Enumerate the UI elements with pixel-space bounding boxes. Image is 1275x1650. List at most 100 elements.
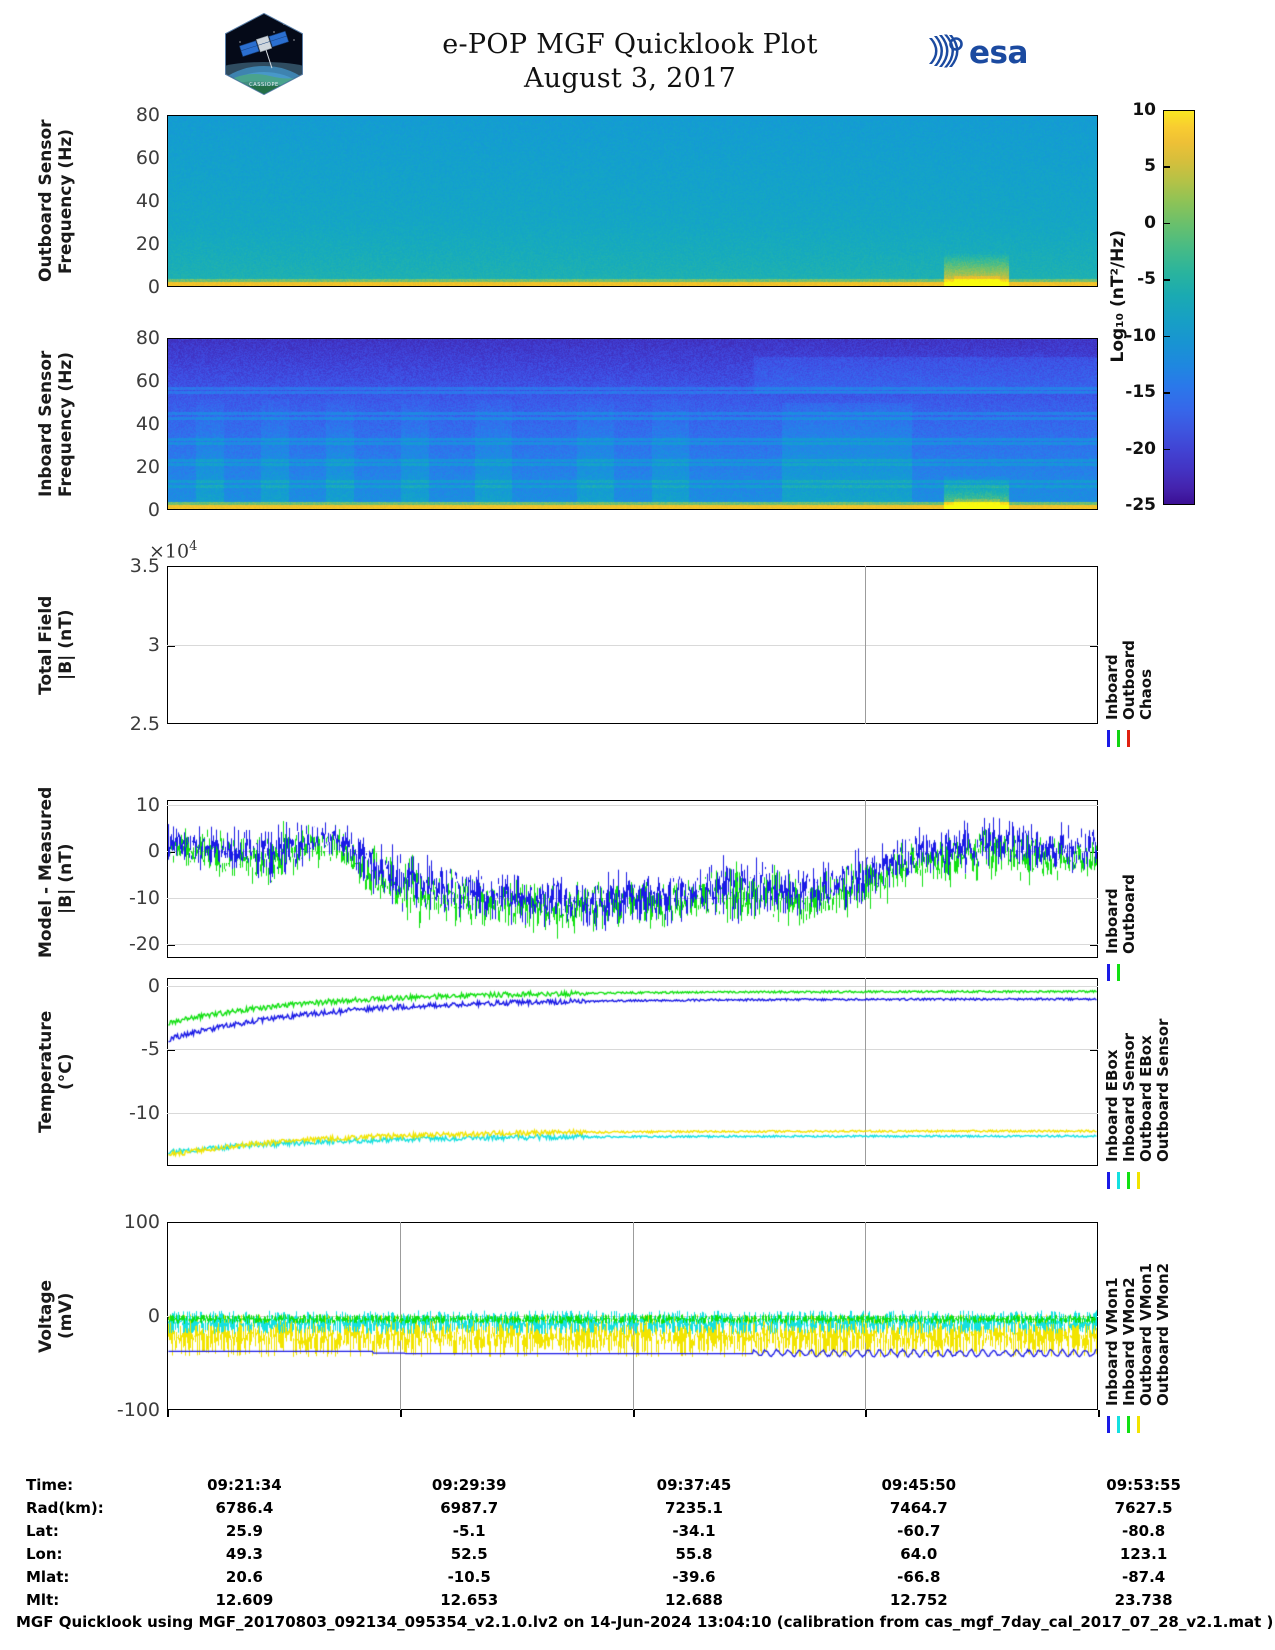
- page-title: e-POP MGF Quicklook Plot: [442, 29, 818, 60]
- x-tick-mark: [865, 1410, 867, 1417]
- y-tick-label-total-field: 2.5: [129, 713, 160, 735]
- colorbar-tick-label: 0: [1144, 212, 1156, 233]
- ephemeris-value: -34.1: [672, 1522, 716, 1540]
- ephemeris-row-label: Rad(km):: [26, 1499, 104, 1517]
- colorbar-tick-label: 10: [1132, 100, 1156, 120]
- y-tick-label-inboard-spectrogram: 40: [135, 413, 160, 435]
- legend-swatch: [1137, 1416, 1140, 1433]
- y-tick-label-voltage: -100: [116, 1399, 160, 1421]
- colorbar-tick-label: 5: [1144, 156, 1156, 177]
- legend-swatch: [1137, 1172, 1140, 1189]
- legend-swatch: [1117, 1172, 1120, 1189]
- y-tick-label-model-minus-measured: 0: [147, 840, 160, 863]
- ephemeris-value: -80.8: [1121, 1522, 1166, 1540]
- ephemeris-value: 20.6: [225, 1568, 263, 1586]
- footer-note: MGF Quicklook using MGF_20170803_092134_…: [16, 1613, 1274, 1631]
- ephemeris-value: 7464.7: [889, 1499, 948, 1517]
- colorbar-gradient: [1163, 110, 1195, 505]
- legend-swatch: [1117, 964, 1120, 981]
- y-tick-label-total-field: 3: [147, 634, 160, 656]
- legend-swatch: [1107, 964, 1110, 981]
- title-block: e-POP MGF Quicklook Plot August 3, 2017: [330, 28, 930, 96]
- legend-voltage: Inboard VMon1 Inboard VMon2 Outboard VMo…: [1103, 1262, 1172, 1406]
- ephemeris-value: 09:29:39: [431, 1476, 507, 1494]
- legend-temperature: Inboard EBox Inboard Sensor Outboard EBo…: [1103, 1018, 1172, 1162]
- ephemeris-value: 49.3: [225, 1545, 263, 1563]
- ephemeris-value: 7235.1: [665, 1499, 723, 1517]
- y-tick-label-outboard-spectrogram: 20: [135, 233, 160, 255]
- legend-swatch: [1127, 730, 1130, 747]
- legend-swatch: [1107, 1172, 1110, 1189]
- y-tick-label-temperature: -10: [128, 1101, 160, 1124]
- y-tick-label-inboard-spectrogram: 0: [147, 499, 160, 521]
- y-tick-label-voltage: 0: [147, 1305, 160, 1327]
- colorbar-tick-label: -10: [1125, 325, 1156, 346]
- ephemeris-value: 25.9: [225, 1522, 263, 1540]
- ephemeris-value: 123.1: [1119, 1545, 1168, 1563]
- ephemeris-value: 09:45:50: [881, 1476, 957, 1494]
- cassiope-mission-patch-icon: CASSIOPE: [225, 12, 303, 96]
- y-tick-label-outboard-spectrogram: 0: [147, 276, 160, 298]
- colorbar-tick-mark: [1163, 335, 1170, 338]
- y-tick-label-temperature: -5: [141, 1038, 160, 1061]
- ephemeris-value: -66.8: [897, 1568, 941, 1586]
- x-tick-mark: [633, 1410, 635, 1417]
- colorbar-tick-label: -20: [1125, 438, 1156, 459]
- plot-canvas-temperature: [168, 979, 1097, 1165]
- y-tick-label-inboard-spectrogram: 20: [135, 456, 160, 478]
- legend-total-field: Inboard Outboard Chaos: [1103, 640, 1155, 720]
- y-tick-label-outboard-spectrogram: 40: [135, 190, 160, 212]
- ephemeris-row-label: Lat:: [26, 1522, 59, 1540]
- table-row: Lon: 49.3 52.5 55.8 64.0 123.1: [26, 1543, 1256, 1566]
- ephemeris-value: 23.738: [1114, 1591, 1173, 1609]
- ephemeris-row-label: Lon:: [26, 1545, 63, 1563]
- ephemeris-value: 6786.4: [215, 1499, 274, 1517]
- legend-swatch: [1107, 1416, 1110, 1433]
- y-axis-label-inboard-spectrogram: Inboard Sensor Frequency (Hz): [36, 350, 76, 498]
- ephemeris-grid: Time: 09:21:34 09:29:39 09:37:45 09:45:50 09:…: [26, 1474, 1256, 1612]
- plot-canvas-inboard-spectrogram: [168, 339, 1097, 509]
- y-tick-label-model-minus-measured: -10: [128, 886, 160, 909]
- y-tick-label-inboard-spectrogram: 60: [135, 370, 160, 392]
- y-tick-label-voltage: 100: [123, 1211, 160, 1233]
- ephemeris-value: 12.688: [665, 1591, 723, 1609]
- y-tick-label-model-minus-measured: -20: [128, 933, 160, 956]
- colorbar-tick-mark: [1163, 448, 1170, 451]
- y-axis-label-voltage: Voltage (mV): [36, 1279, 76, 1353]
- ephemeris-row-label: Mlt:: [26, 1591, 60, 1609]
- ephemeris-table: Time: 09:21:34 09:29:39 09:37:45 09:45:50 09:…: [26, 1474, 1256, 1612]
- ephemeris-value: -10.5: [447, 1568, 491, 1586]
- ephemeris-value: -5.1: [452, 1522, 486, 1540]
- plot-canvas-voltage: [168, 1223, 1097, 1409]
- colorbar-tick-label: -5: [1137, 269, 1156, 290]
- legend-swatch: [1127, 1416, 1130, 1433]
- ephemeris-row-label: Mlat:: [26, 1568, 70, 1586]
- legend-swatch: [1107, 730, 1110, 747]
- table-row: Mlt: 12.609 12.653 12.688 12.752 23.738: [26, 1589, 1256, 1612]
- colorbar-tick-label: -15: [1125, 382, 1156, 403]
- ephemeris-value: 64.0: [900, 1545, 938, 1563]
- y-tick-label-model-minus-measured: 10: [135, 793, 160, 816]
- x-tick-mark: [400, 1410, 402, 1417]
- page-subtitle: August 3, 2017: [523, 63, 737, 94]
- y-axis-exponent: ×104: [149, 539, 198, 563]
- ephemeris-value: 52.5: [450, 1545, 488, 1563]
- ephemeris-value: -60.7: [897, 1522, 941, 1540]
- colorbar-tick-mark: [1163, 222, 1170, 225]
- colorbar-tick-label: -25: [1125, 495, 1156, 515]
- y-axis-label-outboard-spectrogram: Outboard Sensor Frequency (Hz): [36, 119, 76, 283]
- svg-text:CASSIOPE: CASSIOPE: [249, 82, 279, 88]
- x-tick-mark: [167, 1410, 169, 1417]
- ephemeris-value: 6987.7: [440, 1499, 499, 1517]
- esa-logo-icon: esa: [929, 34, 1028, 71]
- page-header: CASSIOPE e-POP MGF Quicklook Plot August…: [0, 0, 1275, 105]
- ephemeris-value: 09:37:45: [656, 1476, 732, 1494]
- colorbar: [1163, 110, 1195, 505]
- ephemeris-value: 09:21:34: [207, 1476, 282, 1494]
- legend-swatch: [1117, 1416, 1120, 1433]
- ephemeris-value: 09:53:55: [1106, 1476, 1181, 1494]
- ephemeris-value: 12.752: [889, 1591, 948, 1609]
- y-tick-label-temperature: 0: [147, 974, 160, 997]
- y-axis-label-model-minus-measured: Model - Measured |B| (nT): [36, 786, 76, 958]
